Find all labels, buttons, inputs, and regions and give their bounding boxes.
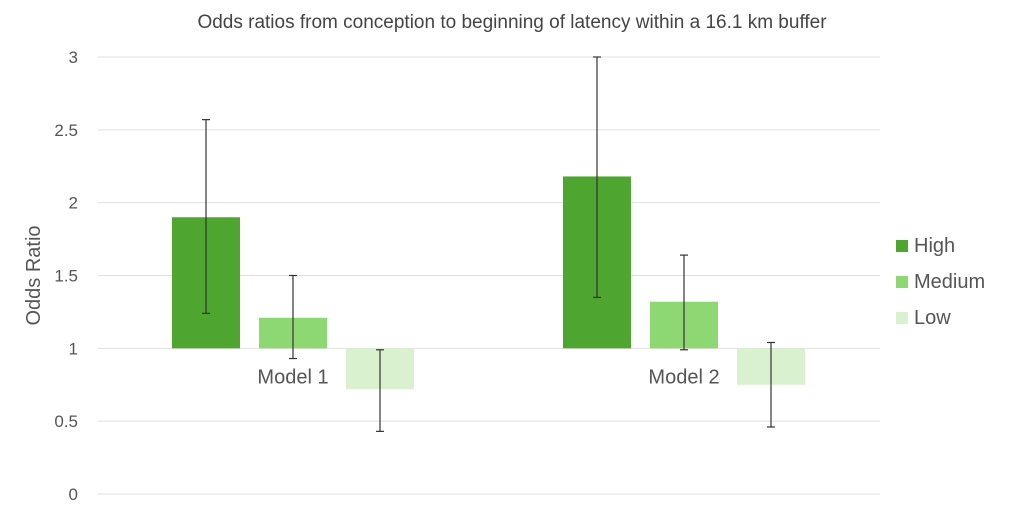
legend-item: Medium [896,264,985,300]
legend-swatch [896,312,908,324]
legend-label: Medium [914,270,986,293]
y-tick-label: 3 [69,48,78,67]
legend: High Medium Low [896,228,985,336]
category-label: Model 1 [257,366,328,388]
y-tick-label: 1.5 [54,267,78,286]
y-tick-label: 2.5 [54,121,78,140]
category-label: Model 2 [648,366,719,388]
legend-swatch [896,276,908,288]
legend-swatch [896,240,908,252]
y-tick-label: 0 [69,485,78,504]
y-tick-label: 1 [69,339,78,358]
y-tick-label: 2 [69,194,78,213]
legend-item: High [896,228,985,264]
chart-title: Odds ratios from conception to beginning… [197,12,827,33]
y-tick-label: 0.5 [54,412,78,431]
legend-label: High [914,234,956,257]
y-axis-label: Odds Ratio [23,225,45,325]
legend-item: Low [896,300,985,336]
legend-label: Low [914,306,951,329]
